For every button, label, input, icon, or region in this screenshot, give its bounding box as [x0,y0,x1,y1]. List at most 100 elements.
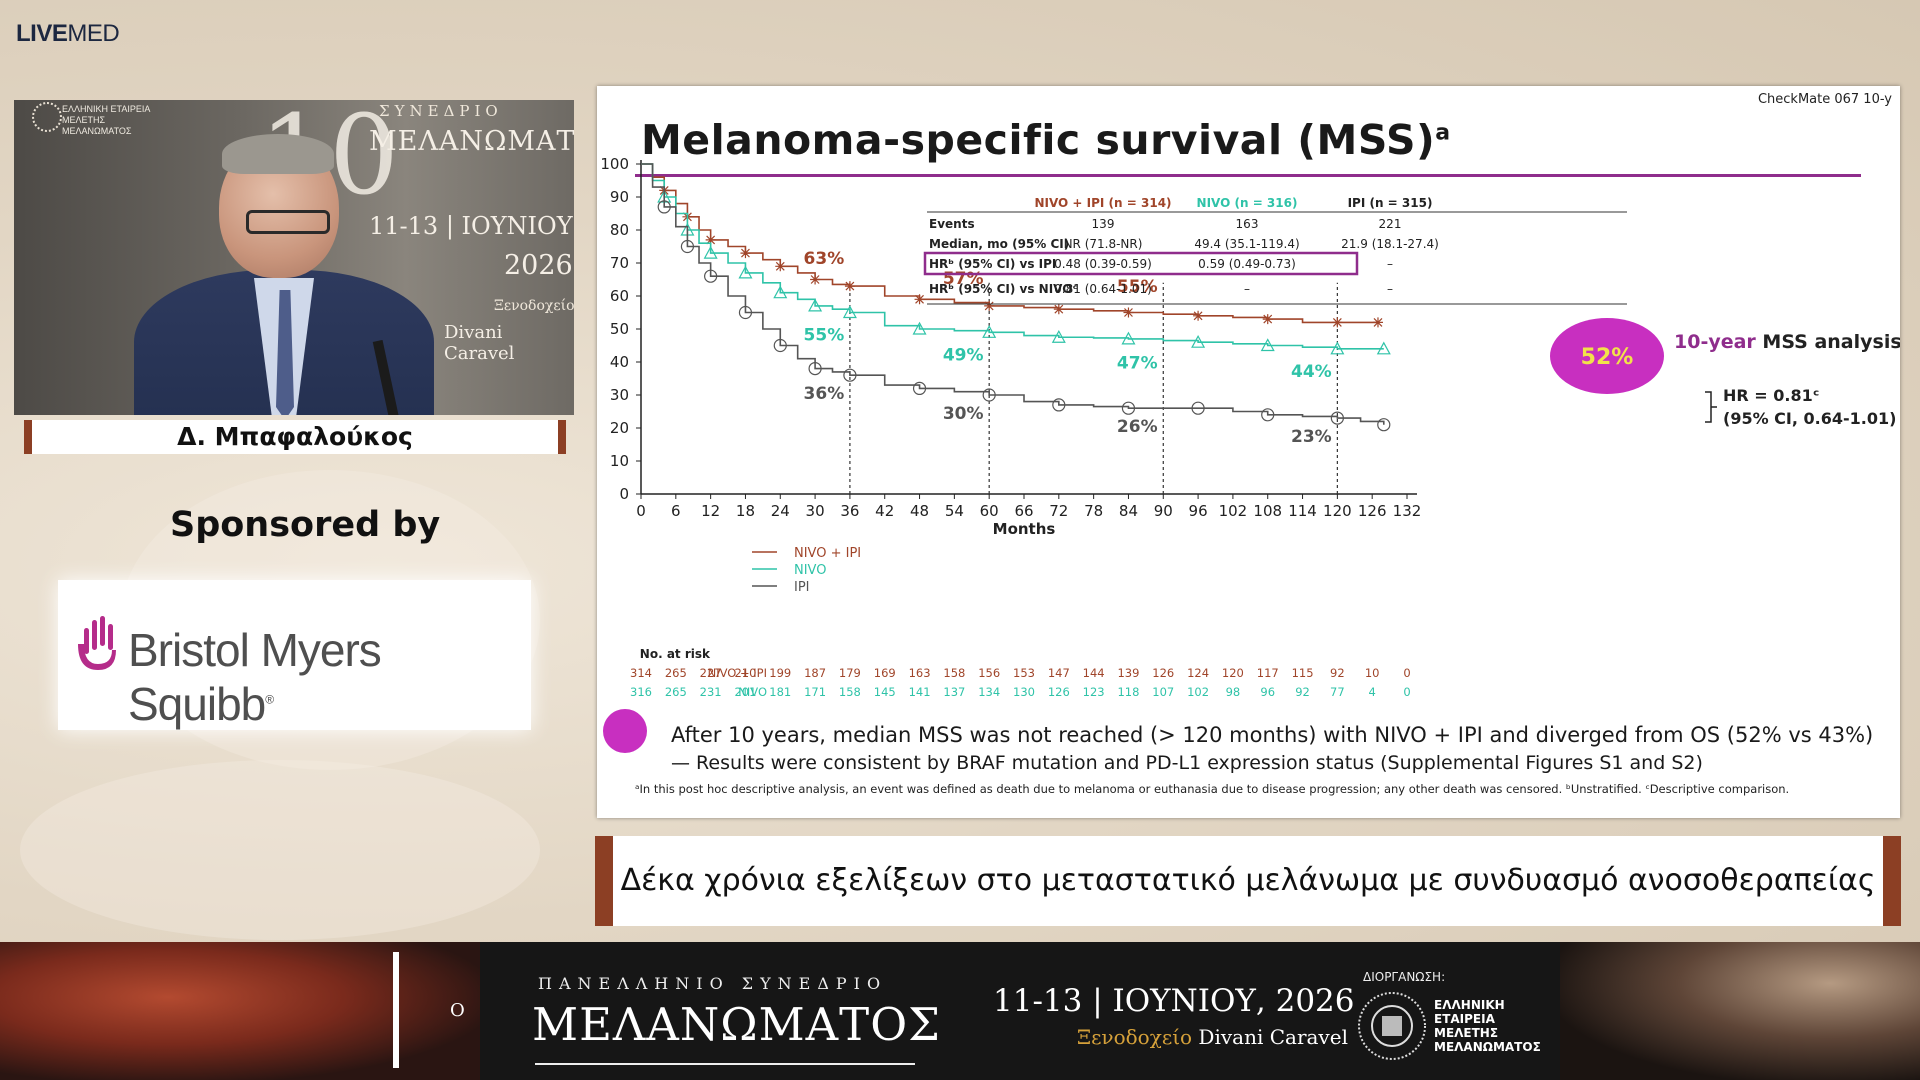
risk-value: 199 [769,666,791,680]
censor-mark [843,368,857,382]
banner-painting-left [0,942,480,1080]
banner-subtitle: ΠΑΝΕΛΛΗΝΙΟ ΣΥΝΕΔΡΙΟ [538,974,888,993]
censor-mark [740,248,751,259]
curve-annotation: 47% [1117,354,1158,374]
x-tick-label: 114 [1288,502,1317,520]
censor-mark [1376,341,1391,355]
risk-row-label: NIVO [738,685,767,699]
risk-value: 42 [1295,704,1310,706]
risk-value: 81 [947,704,962,706]
censor-mark [1332,317,1343,328]
censor-mark [1372,317,1383,328]
x-tick-label: 18 [736,502,755,520]
sponsor-logo-card: Bristol Myers Squibb® [58,580,531,730]
risk-value: 64 [1086,704,1101,706]
km-curve-nivo [641,163,1384,350]
censor-mark [912,321,927,335]
risk-value: 231 [700,685,722,699]
risk-value: 75 [982,704,997,706]
risk-value: 44 [1226,704,1241,706]
censor-mark [1262,314,1273,325]
risk-value: 135 [769,704,791,706]
censor-mark [1330,341,1345,355]
table-header: IPI (n = 315) [1348,196,1433,210]
table-cell: HRᵇ (95% CI) vs IPI [929,257,1056,271]
risk-value: 64 [1051,704,1066,706]
hr-line1: HR = 0.81ᶜ [1723,386,1819,405]
risk-value: 102 [1187,685,1209,699]
x-tick-label: 102 [1219,502,1248,520]
bullet-dot [603,709,647,753]
legend-label: NIVO + IPI [794,546,861,561]
risk-value: 265 [665,666,687,680]
censor-mark [844,281,855,292]
risk-value: 126 [1048,685,1070,699]
risk-value: 68 [1017,704,1032,706]
risk-value: 50 [1156,704,1171,706]
censor-mark [1051,329,1066,343]
risk-table-heading: No. at risk [640,647,711,661]
risk-value: 163 [909,666,931,680]
risk-value: 253 [665,704,687,706]
risk-value: 113 [804,704,826,706]
risk-value: 187 [804,666,826,680]
x-tick-label: 24 [771,502,790,520]
risk-row-label: NIVO + IPI [708,666,767,680]
censor-mark [912,381,927,395]
banner-rule [535,1063,915,1065]
censor-mark [738,305,753,320]
banner-org: ΕΛΛΗΝΙΚΗ ΕΤΑΙΡΕΙΑ ΜΕΛΕΤΗΣ ΜΕΛΑΝΩΜΑΤΟΣ [1434,998,1541,1054]
bullet-main-text: After 10 years, median MSS was not reach… [671,723,1874,747]
censor-mark [1330,411,1344,425]
curve-annotation: 30% [943,404,984,424]
table-cell: – [1387,282,1393,296]
livemed-logo: LIVEMED [16,20,120,47]
table-cell: 21.9 (18.1-27.4) [1341,237,1439,251]
video-org-text: ΕΛΛΗΝΙΚΗ ΕΤΑΙΡΕΙΑ ΜΕΛΕΤΗΣ ΜΕΛΑΝΩΜΑΤΟΣ [62,104,150,136]
risk-value: 227 [700,666,722,680]
video-conf-title: ΜΕΛΑΝΩΜΑΤΟΣ [369,126,574,157]
risk-value: 92 [1295,685,1310,699]
y-tick-label: 40 [610,353,629,371]
censor-mark [984,300,995,311]
censor-mark [810,274,821,285]
speaker-tie [276,290,294,415]
background-swirl [20,760,540,940]
table-cell: – [1244,282,1250,296]
y-tick-label: 10 [610,452,629,470]
banner-number-bar [393,952,399,1068]
x-tick-label: 66 [1014,502,1033,520]
table-cell: 0.59 (0.49-0.73) [1198,257,1296,271]
censor-mark [1123,307,1134,318]
risk-value: 139 [1117,666,1139,680]
censor-mark [773,338,787,353]
table-cell: 49.4 (35.1-119.4) [1194,237,1299,251]
risk-value: 130 [1013,685,1035,699]
x-tick-label: 90 [1154,502,1173,520]
mss-km-chart: 0 6 12 18 24 30 36 42 48 54 60 66 72 78 84 90 96 102 108 11… [600,155,1900,706]
curve-annotation: 26% [1117,417,1158,437]
risk-row-label: IPI [753,704,767,706]
hr-line2: (95% CI, 0.64-1.01) [1723,409,1896,428]
censor-mark [775,261,786,272]
risk-value: 201 [734,685,756,699]
risk-value: 124 [1187,666,1209,680]
censor-mark [1191,334,1206,348]
banner-hotel: Ξενοδοχείο Divani Caravel [1077,1025,1348,1049]
banner-ring-letter: O [450,1000,465,1021]
banner-painting-right [1560,942,1920,1080]
censor-mark [982,388,996,402]
risk-value: 63 [1121,704,1136,706]
x-tick-label: 132 [1393,502,1422,520]
censor-mark [703,245,718,259]
x-tick-label: 42 [875,502,894,520]
risk-value: 147 [1048,666,1070,680]
table-header: NIVO (n = 316) [1197,196,1298,210]
analysis-label: 10-year MSS analysis [1674,331,1900,353]
y-tick-label: 30 [610,386,629,404]
caption-bar: Δέκα χρόνια εξελίξεων στο μεταστατικό με… [595,836,1901,926]
table-cell: HRᵇ (95% CI) vs NIVOᶜ [929,282,1077,296]
x-tick-label: 12 [701,502,720,520]
curve-annotation: 23% [1291,427,1332,447]
table-cell: NR (71.8-NR) [1064,237,1143,251]
